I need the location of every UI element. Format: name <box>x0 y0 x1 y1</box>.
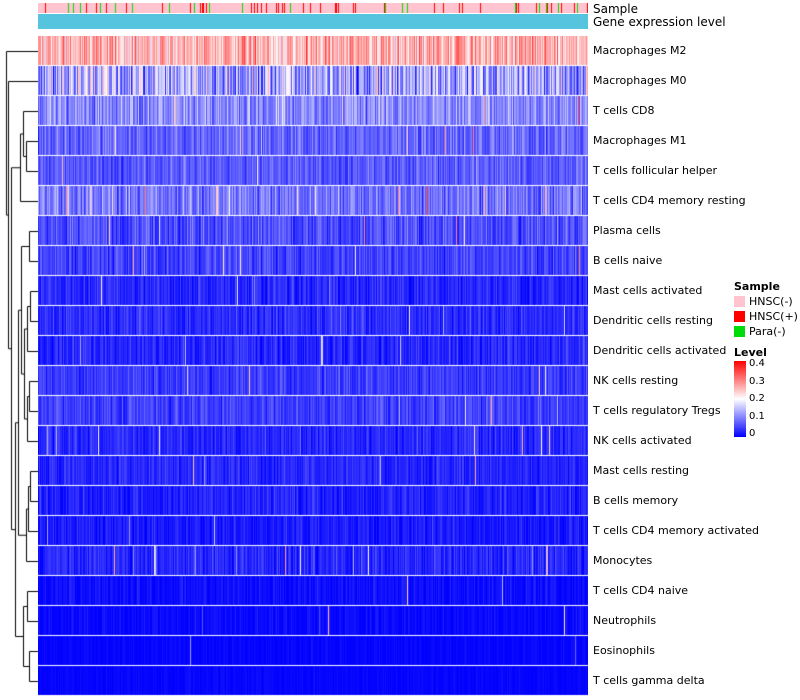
legend: Sample HNSC(-) HNSC(+) Para(-) Level 0.4… <box>734 280 800 439</box>
level-tick: 0.2 <box>749 393 765 404</box>
row-label: T cells CD4 memory resting <box>593 194 746 207</box>
row-label: Macrophages M0 <box>593 74 687 87</box>
row-label: T cells CD8 <box>593 104 655 117</box>
row-label: Macrophages M1 <box>593 134 687 147</box>
legend-item-label: HNSC(+) <box>749 310 798 323</box>
legend-item-hnsc-neg: HNSC(-) <box>734 295 800 308</box>
legend-sample-title: Sample <box>734 280 780 293</box>
row-label: NK cells resting <box>593 374 679 387</box>
dendrogram-canvas <box>2 36 38 696</box>
row-label: Mast cells activated <box>593 284 703 297</box>
legend-level-title: Level <box>734 346 767 359</box>
row-label: Neutrophils <box>593 614 657 627</box>
level-tick: 0.3 <box>749 375 765 387</box>
legend-item-label: Para(-) <box>749 325 786 338</box>
level-tick: 0 <box>749 428 756 439</box>
level-colorbar: 0.4 0.3 0.2 0.1 0 <box>734 359 800 439</box>
row-label: NK cells activated <box>593 434 692 447</box>
para-neg-swatch <box>734 326 745 337</box>
level-tick: 0.4 <box>749 358 765 369</box>
legend-item-hnsc-pos: HNSC(+) <box>734 310 800 323</box>
level-tick: 0.1 <box>749 410 765 422</box>
row-label: Dendritic cells resting <box>593 314 713 327</box>
row-label: T cells CD4 memory activated <box>593 524 759 537</box>
row-label: Dendritic cells activated <box>593 344 727 357</box>
level-gradient-bar <box>734 361 746 437</box>
gene-annotation-bar <box>38 14 588 29</box>
row-label: Mast cells resting <box>593 464 690 477</box>
row-label: B cells memory <box>593 494 679 507</box>
heatmap-canvas <box>38 36 588 696</box>
row-label: T cells gamma delta <box>593 674 705 687</box>
level-ticks: 0.4 0.3 0.2 0.1 0 <box>749 359 765 439</box>
row-label: Monocytes <box>593 554 653 567</box>
legend-item-para-neg: Para(-) <box>734 325 800 338</box>
legend-item-label: HNSC(-) <box>749 295 793 308</box>
sample-annotation-label: Sample <box>593 2 638 16</box>
row-label: T cells CD4 naive <box>593 584 689 597</box>
row-label: B cells naive <box>593 254 663 267</box>
gene-annotation-label: Gene expression level <box>593 15 726 29</box>
row-label: Eosinophils <box>593 644 655 657</box>
row-label: Macrophages M2 <box>593 44 687 57</box>
hnsc-pos-swatch <box>734 311 745 322</box>
row-label: T cells regulatory Tregs <box>593 404 721 417</box>
sample-annotation-bar <box>38 3 588 13</box>
hnsc-neg-swatch <box>734 296 745 307</box>
row-label: Plasma cells <box>593 224 661 237</box>
row-label: T cells follicular helper <box>593 164 718 177</box>
